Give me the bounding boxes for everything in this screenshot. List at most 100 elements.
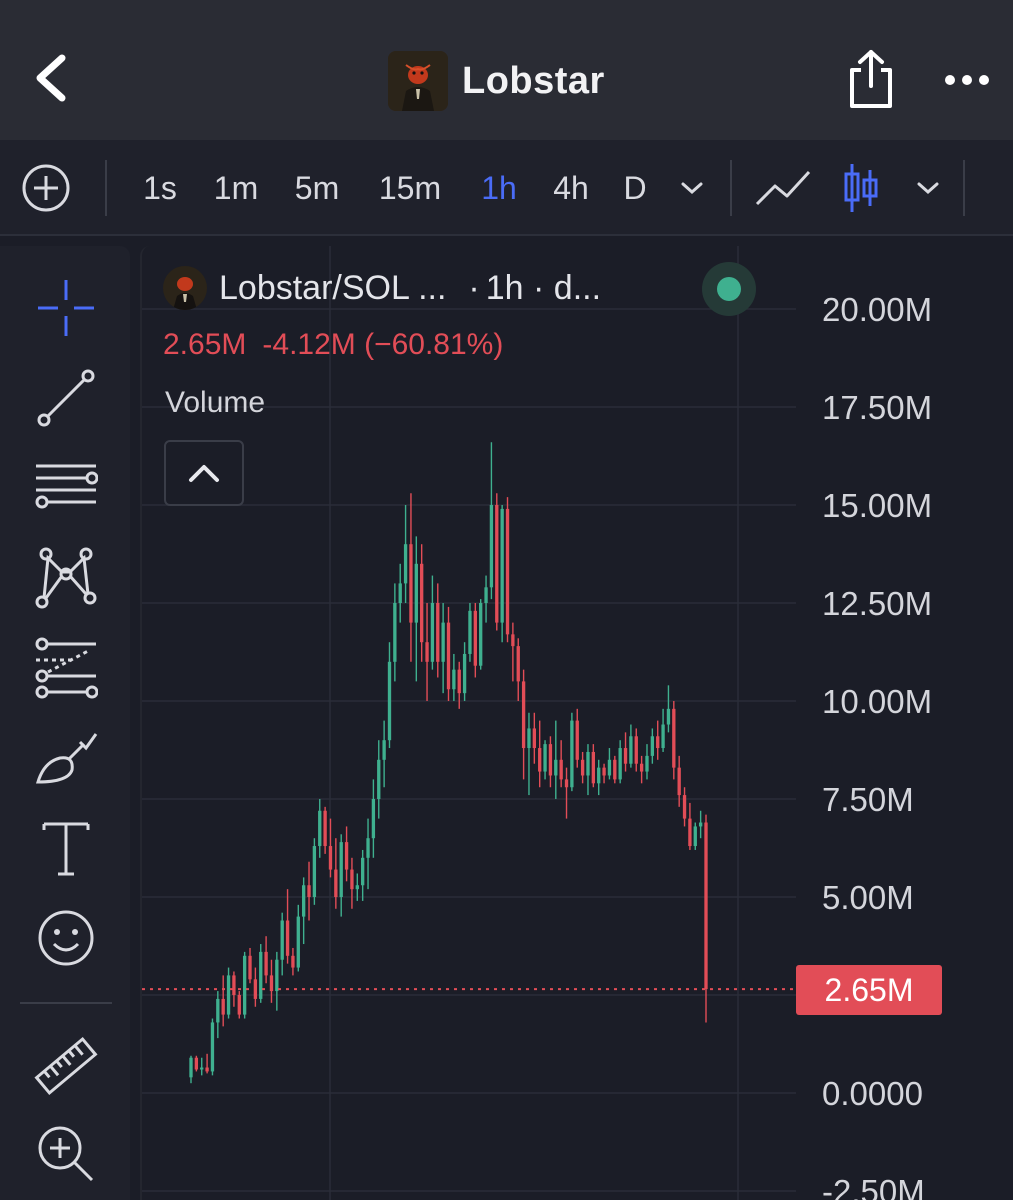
y-tick-label: 20.00M bbox=[822, 291, 932, 328]
candle-body bbox=[602, 767, 606, 776]
line-chart-icon bbox=[755, 170, 811, 206]
timeframe-1s[interactable]: 1s bbox=[143, 169, 177, 206]
candle-chart-button[interactable] bbox=[838, 140, 884, 236]
candle-body bbox=[436, 603, 440, 662]
plus-circle-icon bbox=[22, 164, 70, 212]
candle-body bbox=[645, 755, 649, 772]
chevron-left-icon bbox=[36, 54, 66, 102]
pattern-tool[interactable] bbox=[20, 538, 112, 618]
candle-body bbox=[264, 951, 268, 976]
candle-body bbox=[682, 795, 687, 819]
candle-body bbox=[698, 822, 703, 827]
candle-body bbox=[382, 740, 386, 760]
timeframe-5m[interactable]: 5m bbox=[294, 169, 340, 206]
more-icon bbox=[945, 75, 989, 85]
candle-body bbox=[650, 736, 655, 756]
candle-body bbox=[661, 724, 665, 749]
timeframe-1h[interactable]: 1h bbox=[481, 169, 517, 206]
candle-body bbox=[548, 744, 553, 776]
candle-body bbox=[237, 995, 241, 1015]
candle-body bbox=[623, 748, 628, 764]
brush-icon bbox=[35, 733, 98, 784]
toolbar-divider bbox=[963, 160, 965, 216]
candle-body bbox=[532, 728, 536, 749]
chart-legend[interactable]: Lobstar/SOL ... · 1h · d... bbox=[163, 266, 601, 310]
candle-body bbox=[693, 826, 697, 847]
candle-body bbox=[430, 603, 435, 662]
crosshair-tool[interactable] bbox=[20, 268, 112, 348]
y-tick-label: 5.00M bbox=[822, 879, 914, 916]
candle-body bbox=[607, 759, 612, 776]
zoom-in-tool[interactable] bbox=[20, 1114, 112, 1194]
candle-body bbox=[371, 799, 376, 839]
y-tick-label: 0.0000 bbox=[822, 1075, 923, 1112]
candle-body bbox=[232, 975, 236, 995]
candle-body bbox=[350, 869, 354, 890]
more-button[interactable] bbox=[940, 60, 994, 100]
legend-token-avatar bbox=[163, 266, 207, 310]
timeframe-dropdown[interactable] bbox=[674, 140, 710, 236]
fib-icon bbox=[35, 637, 98, 699]
candle-body bbox=[677, 767, 681, 796]
candle-body bbox=[495, 505, 499, 623]
line-chart-button[interactable] bbox=[750, 140, 816, 236]
candle-body bbox=[280, 920, 284, 960]
drawing-tools-sidebar bbox=[0, 246, 130, 1200]
candle-body bbox=[505, 508, 510, 635]
timeframe-4h[interactable]: 4h bbox=[553, 169, 589, 206]
market-status-indicator bbox=[702, 262, 756, 316]
candle-body bbox=[259, 951, 263, 999]
y-tick-label: 12.50M bbox=[822, 585, 932, 622]
candle-body bbox=[570, 720, 574, 788]
timeframe-1m[interactable]: 1m bbox=[213, 169, 259, 206]
candle-body bbox=[575, 720, 579, 760]
candle-body bbox=[446, 622, 451, 690]
candle-body bbox=[393, 603, 397, 662]
fib-retracement-tool[interactable] bbox=[20, 628, 112, 708]
candle-body bbox=[242, 955, 247, 1015]
pattern-icon bbox=[35, 547, 97, 609]
collapse-legend-button[interactable] bbox=[164, 440, 244, 506]
candle-body bbox=[618, 748, 622, 780]
candle-body bbox=[656, 736, 660, 749]
y-tick-label: 7.50M bbox=[822, 781, 914, 818]
y-tick-label: 15.00M bbox=[822, 487, 932, 524]
candle-body bbox=[666, 708, 671, 725]
volume-label: Volume bbox=[165, 386, 266, 419]
back-button[interactable] bbox=[26, 48, 76, 108]
timeframe-d[interactable]: D bbox=[623, 169, 647, 206]
candle-body bbox=[216, 998, 220, 1023]
brush-tool[interactable] bbox=[20, 718, 112, 798]
candle-body bbox=[344, 842, 349, 870]
y-tick-label: 17.50M bbox=[822, 389, 932, 426]
top-bar: Lobstar bbox=[0, 0, 1013, 140]
timeframe-15m[interactable]: 15m bbox=[378, 169, 442, 206]
horizontal-lines-tool[interactable] bbox=[20, 448, 112, 528]
trend-line-tool[interactable] bbox=[20, 358, 112, 438]
candle-body bbox=[210, 1022, 215, 1072]
candle-body bbox=[414, 563, 418, 623]
chevron-down-icon bbox=[681, 182, 703, 195]
token-header[interactable]: Lobstar bbox=[388, 50, 605, 112]
chevron-up-icon bbox=[189, 465, 219, 482]
candle-body bbox=[312, 846, 317, 897]
candle-body bbox=[269, 975, 274, 992]
candle-body bbox=[205, 1067, 209, 1072]
candle-body bbox=[387, 661, 392, 741]
add-indicator-button[interactable] bbox=[16, 140, 76, 236]
zoom-in-icon bbox=[38, 1126, 94, 1182]
text-tool[interactable] bbox=[20, 808, 112, 888]
emoji-tool[interactable] bbox=[20, 898, 112, 978]
chart-toolbar: 1s 1m 5m 15m 1h 4h D bbox=[0, 140, 1013, 236]
candle-body bbox=[527, 728, 531, 749]
legend-separator-dot: · bbox=[468, 268, 480, 307]
candle-body bbox=[516, 646, 520, 682]
candle-body bbox=[339, 842, 343, 897]
ruler-tool[interactable] bbox=[20, 1026, 112, 1106]
candle-body bbox=[291, 955, 295, 968]
share-button[interactable] bbox=[846, 48, 896, 110]
chart-type-dropdown[interactable] bbox=[910, 140, 946, 236]
candle-body bbox=[457, 669, 461, 694]
candle-body bbox=[634, 736, 638, 764]
